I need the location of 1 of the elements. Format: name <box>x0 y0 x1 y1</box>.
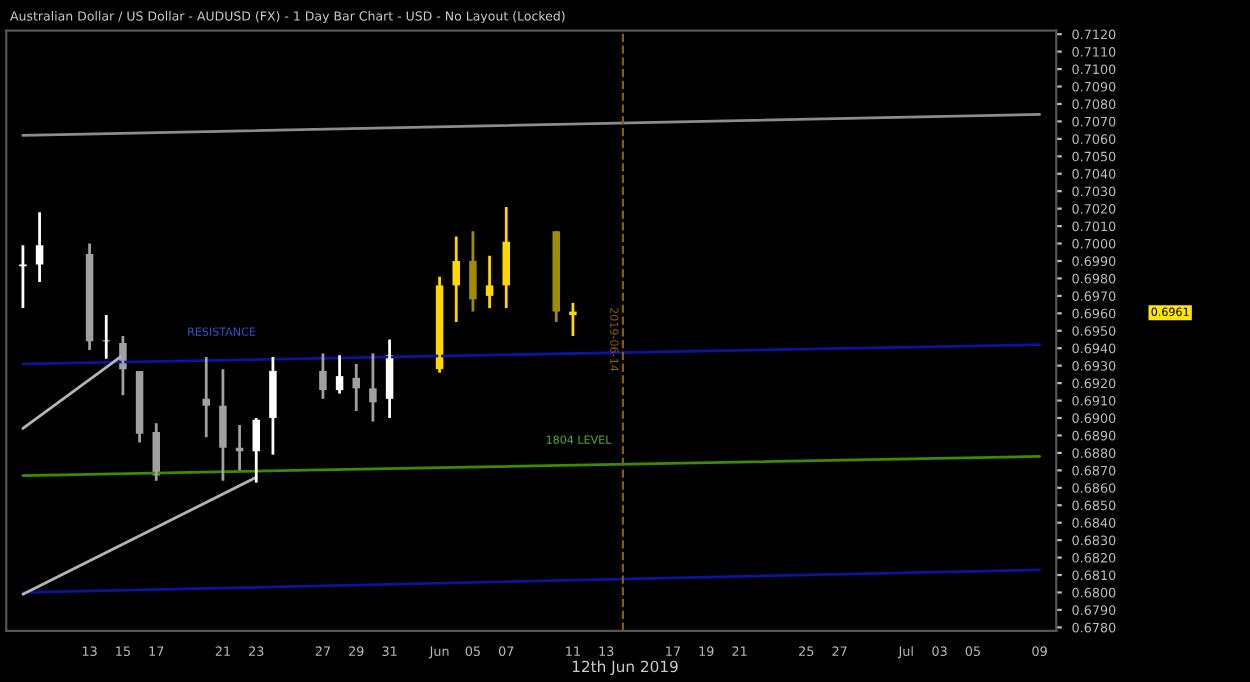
candlestick <box>19 243 27 310</box>
